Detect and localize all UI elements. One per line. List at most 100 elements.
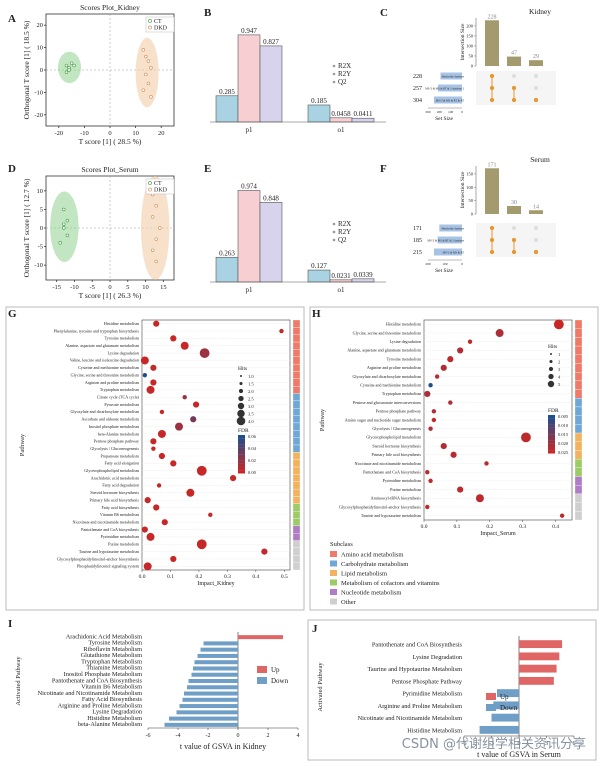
legend-label-r2x: R2X [338,62,351,70]
subclass-strip-cell [574,389,583,399]
panel-label-j: J [312,623,318,635]
score-point-ct [62,207,66,212]
legend-label-q2: Q2 [338,78,347,86]
fdr-legend-label: 0.00 [248,470,257,475]
pathway-bubble [141,526,148,533]
fdr-gradient-cell [548,427,555,432]
panel-border-g [5,306,305,611]
score-point-ct [62,222,66,226]
subclass-strip-cell [292,393,301,402]
hits-legend-dot [238,388,244,394]
hits-legend-label: 1 [558,352,560,357]
intersection-bar [507,56,521,66]
pathway-label: Fatty acid elongation [104,461,139,466]
upset-y-tick-label: 0 [471,64,474,69]
plot-title-a: Scores Plot_Kidney [80,3,140,12]
legend-marker-dkd [148,187,152,192]
fdr-gradient-cell [238,470,245,474]
x-tick-label: 6 [573,741,576,747]
upset-y-tick-label: 100 [466,43,474,48]
bar-value-label: 0.974 [241,182,257,190]
pathway-bubble [457,486,464,493]
set-size-bar [434,96,462,104]
legend-label-r2y: R2Y [338,70,351,78]
pathway-label: Steroid hormone biosynthesis [90,490,139,495]
upset-y-tick-label: 200 [466,23,474,28]
pathway-bubble [208,512,213,518]
pathway-bubble [170,555,177,563]
bar-r2y-p1 [237,190,261,283]
category-label-p1: p1 [246,286,254,294]
subclass-strip-cell [574,450,583,460]
fdr-gradient-cell [548,447,555,451]
pathway-label: Purine metabolism [108,542,140,547]
pathway-bubble [158,452,166,460]
x-axis-label: Impact_Serum [480,531,516,537]
pathway-bubble [140,356,149,365]
bar-r2y-o1 [329,117,353,123]
subclass-strip-cell [292,422,301,431]
intersection-bar [507,205,521,214]
matrix-dot-on [533,97,539,103]
pathway-label: Phenylalanine, tyrosine and tryptophan b… [54,328,140,334]
fdr-gradient-cell [238,451,245,455]
pathway-label: Tryptophan Metabolism [81,658,142,665]
subclass-strip-cell [574,398,583,408]
subclass-strip-cell [292,378,301,387]
x-tick-label: 0.3 [519,524,526,530]
legend-label-ct: CT [154,181,162,187]
fdr-legend-label: 0.020 [558,441,569,446]
x-tick-label: 0.4 [552,524,559,530]
subclass-strip-cell [292,481,301,490]
pathway-label: Glycosylphosphatidylinositol-anchor bios… [339,504,421,509]
gsva-bar [238,635,283,640]
subclass-strip-cell [292,349,301,357]
pathway-bubble [170,460,177,467]
category-label-o1: o1 [338,286,346,294]
pathway-label: Glycine, serine and threonine metabolism [353,330,422,336]
pathway-label: Pantothenate and CoA Biosynthesis [372,642,463,649]
set-size-axis-label: Set Size [435,268,453,274]
fdr-gradient-cell [548,421,555,425]
bar-value-label: 0.848 [263,194,279,202]
pathway-label: Propanoate metabolism [100,453,139,458]
legend-label-down: Down [500,704,518,712]
pathway-bubble [199,348,210,358]
subclass-swatch [330,579,337,586]
pathway-label: Inositol Phosphate Metabolism [64,671,142,678]
pathway-label: Lysine degradation [108,350,139,355]
gsva-bar [188,678,238,684]
pathway-label: Glycerophospholipid metabolism [84,468,140,473]
y-axis-label: Orthogonal T score [1] ( 12.7 %) [22,178,31,277]
gsva-bar [479,725,519,734]
pathway-label: Histidine Metabolism [407,727,462,734]
x-tick-label: -5 [90,284,95,291]
subclass-strip-cell [574,432,583,442]
panel-label-a: A [8,13,16,25]
pathway-label: Alanine, aspartate and glutamate metabol… [65,343,140,349]
subclass-strip-cell [292,518,301,527]
subclass-swatch [330,560,337,567]
bar-r2y-o1 [329,279,353,283]
subclass-strip-cell [292,496,301,504]
pathway-bubble [450,451,457,458]
legend-swatch-up [257,666,267,673]
set-size-bar [438,84,462,92]
subclass-strip-cell [574,319,583,329]
score-point-dkd [150,248,155,252]
set-size-tick-label: 100 [442,262,448,266]
subclass-label: Nucleotide metabolism [341,590,401,597]
bar-q2-p1 [259,45,283,123]
y-tick-label: -20 [34,112,43,119]
hits-legend-title: Hits [548,344,557,350]
subclass-strip-cell [574,424,583,434]
score-point-ct [72,63,76,68]
hits-legend-dot [237,409,245,418]
gsva-bar [176,710,238,715]
score-point-ct [62,226,66,230]
set-size-tick-label: 300 [425,110,431,114]
hits-legend-dot [548,366,554,372]
set-size-tick-label: 200 [437,110,443,114]
gsva-bar [519,652,560,661]
pathway-label: beta-Alanine metabolism [98,431,140,436]
